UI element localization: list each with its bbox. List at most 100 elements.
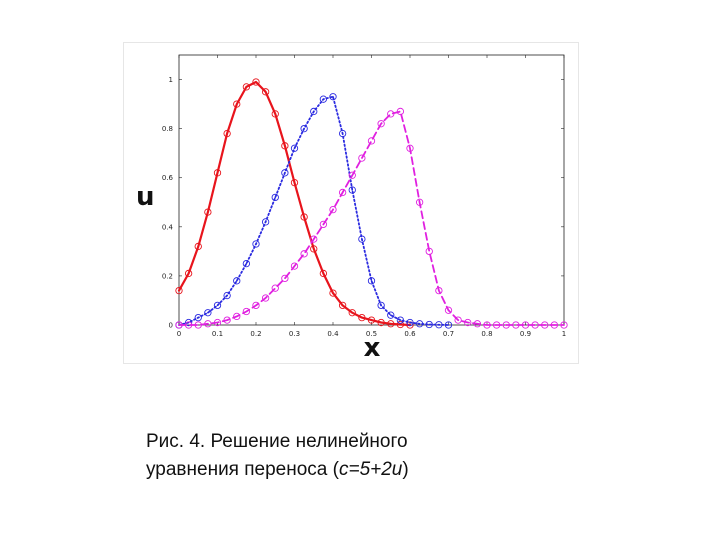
series-1-point [175, 286, 183, 295]
series-3-point [290, 262, 299, 270]
series-2-point [184, 318, 193, 327]
series-2-point-center [370, 280, 373, 282]
series-2-point [435, 321, 443, 329]
series-1-point [223, 129, 231, 138]
series-3-point [550, 321, 559, 329]
series-1-point [358, 313, 366, 322]
series-2-point [290, 144, 299, 152]
series-2-point-center [303, 127, 305, 130]
x-tick-label: 0.5 [366, 330, 377, 338]
series-2-point-center [380, 304, 382, 307]
series-2-point [348, 186, 356, 194]
series-2-point [300, 124, 308, 133]
series-3-point [329, 205, 337, 214]
series-2-point-center [428, 323, 431, 326]
series-3-point [425, 247, 433, 256]
series-3-point [531, 321, 539, 329]
x-tick-label: 0.7 [443, 330, 454, 338]
series-3-point [377, 120, 385, 128]
series-3-point [521, 321, 530, 329]
series-line-1 [177, 80, 412, 327]
series-2-point [329, 93, 337, 101]
series-3-point [473, 320, 482, 328]
series-2-point [213, 301, 222, 310]
series-2-point-center [197, 316, 200, 319]
y-tick-label: 0.2 [162, 272, 173, 280]
series-1-point [281, 142, 289, 150]
series-3-point [338, 188, 347, 197]
series-1-point [300, 213, 308, 221]
x-tick-label: 0.1 [212, 330, 223, 338]
series-2-point [223, 291, 231, 300]
series-2-point [444, 321, 453, 329]
series-2-point [358, 235, 366, 243]
series-3-point [348, 171, 356, 179]
caption-formula: c=5+2u [338, 459, 403, 480]
series-1-point [213, 169, 222, 177]
series-2-point-center [332, 95, 334, 98]
series-2-point-center [418, 322, 421, 325]
series-3-point [204, 320, 212, 328]
series-2-point-center [389, 314, 392, 316]
caption-line-2: уравнения переноса (c=5+2u) [146, 456, 626, 484]
series-3-point [261, 294, 270, 302]
series-1-point [310, 245, 318, 253]
series-2-point-center [264, 221, 267, 223]
series-2-point-center [361, 238, 363, 240]
series-3-point [454, 316, 462, 324]
series-1-point [233, 100, 241, 108]
y-axis-label: u [136, 182, 155, 212]
series-3-point [444, 306, 453, 314]
series-2-point [261, 218, 270, 226]
caption-line-2-suffix: ) [402, 459, 409, 480]
series-2-point-center [235, 280, 238, 282]
series-3-point [194, 321, 202, 329]
series-2-point-center [312, 110, 315, 113]
series-2-point-center [447, 324, 450, 326]
series-2-point [204, 309, 212, 317]
chart-svg: 0 0.1 0.2 0.3 0.4 0.5 0.6 0.7 0.8 0.9 1 0 0.2 0.4 0.6 0… [136, 54, 568, 363]
series-3-point [233, 312, 241, 321]
series-2-point [233, 277, 241, 285]
series-2-point [406, 318, 414, 327]
x-tick-label: 0.3 [289, 330, 300, 338]
series-3-point [492, 321, 501, 329]
series-2-point-center [255, 243, 257, 245]
series-2-point-center [226, 294, 228, 297]
series-3-point [310, 235, 318, 243]
x-tick-label: 0.9 [520, 330, 531, 338]
series-2-point-center [438, 323, 440, 326]
series-1-point [204, 208, 212, 216]
series-2-point-center [399, 319, 402, 321]
x-tick-label: 0.4 [327, 330, 339, 338]
series-3-point [252, 301, 260, 310]
series-1-point [261, 88, 270, 96]
series-2-point [252, 240, 260, 248]
series-3-point [396, 107, 405, 116]
y-tick-label: 1 [169, 76, 173, 84]
x-tick-label: 0 [177, 330, 181, 338]
series-1-point [396, 320, 405, 329]
x-tick-label: 0.8 [481, 330, 492, 338]
series-2-point-center [322, 98, 325, 100]
series-3-point [242, 307, 251, 316]
series-1-point [338, 301, 347, 310]
series-2-point [242, 259, 251, 268]
series-3-point [184, 321, 193, 329]
series-2-point-center [207, 311, 209, 314]
series-3-point [387, 110, 395, 118]
caption-line-1: Рис. 4. Решение нелинейного [146, 431, 408, 452]
series-1-point [184, 269, 193, 278]
y-tick-label: 0.6 [162, 174, 174, 182]
series-3-point [319, 220, 328, 229]
series-3-point [435, 286, 443, 295]
series-3-point [415, 198, 424, 206]
series-1-point [329, 289, 337, 297]
series-1-point [377, 318, 385, 327]
series-3-point [271, 284, 279, 292]
series-1-point [252, 78, 260, 86]
series-2-point-center [274, 196, 277, 199]
series-2-point [194, 313, 202, 322]
series-1-point [387, 320, 395, 328]
series-3-point [464, 318, 472, 327]
